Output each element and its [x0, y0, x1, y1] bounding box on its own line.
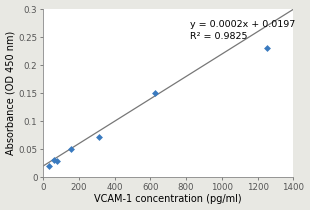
Point: [96, 136, 101, 139]
X-axis label: VCAM-1 concentration (pg/ml): VCAM-1 concentration (pg/ml): [95, 194, 242, 205]
Point: [52, 159, 57, 162]
Text: y = 0.0002x + 0.0197
R² = 0.9825: y = 0.0002x + 0.0197 R² = 0.9825: [190, 20, 295, 41]
Point: [69, 147, 73, 151]
Point: [46, 164, 51, 168]
Point: [55, 160, 60, 163]
Point: [264, 46, 269, 49]
Point: [152, 91, 157, 95]
Y-axis label: Absorbance (OD 450 nm): Absorbance (OD 450 nm): [6, 31, 16, 155]
